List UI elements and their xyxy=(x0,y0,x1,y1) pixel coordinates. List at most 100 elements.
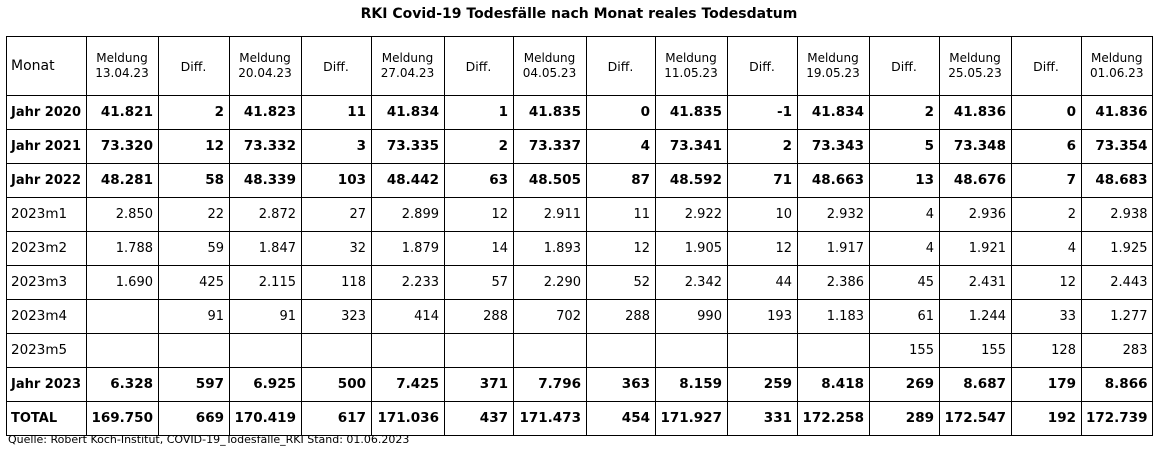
meldung-cell: 41.834 xyxy=(796,95,870,130)
meldung-cell: 41.836 xyxy=(1080,95,1154,130)
column-header-diff: Diff. xyxy=(726,36,798,96)
meldung-cell: 48.663 xyxy=(796,163,870,198)
table-row: Jahr 2023 6.328 597 6.925 500 7.425 371 7.796 36… xyxy=(6,367,1154,402)
meldung-date: 13.04.23 xyxy=(95,66,149,80)
meldung-cell xyxy=(228,333,302,368)
diff-cell: 57 xyxy=(443,265,514,300)
column-header-meldung: Meldung 27.04.23 xyxy=(370,36,445,96)
meldung-date: 19.05.23 xyxy=(806,66,860,80)
diff-cell: 2 xyxy=(868,95,940,130)
meldung-label: Meldung xyxy=(1090,51,1143,65)
row-label: 2023m2 xyxy=(6,231,87,266)
meldung-cell: 172.258 xyxy=(796,401,870,436)
meldung-cell: 171.927 xyxy=(654,401,728,436)
meldung-cell: 7.425 xyxy=(370,367,445,402)
diff-cell: 6 xyxy=(1010,129,1082,164)
column-header-diff: Diff. xyxy=(300,36,372,96)
meldung-cell: 172.547 xyxy=(938,401,1012,436)
diff-cell: 118 xyxy=(300,265,372,300)
diff-cell: 10 xyxy=(726,197,798,232)
meldung-cell: 2.922 xyxy=(654,197,728,232)
diff-cell: 12 xyxy=(1010,265,1082,300)
meldung-cell: 91 xyxy=(228,299,302,334)
meldung-cell: 1.879 xyxy=(370,231,445,266)
meldung-cell: 6.328 xyxy=(85,367,159,402)
meldung-cell: 73.348 xyxy=(938,129,1012,164)
meldung-cell: 2.115 xyxy=(228,265,302,300)
diff-cell: 11 xyxy=(300,95,372,130)
diff-cell: 27 xyxy=(300,197,372,232)
row-label: Jahr 2021 xyxy=(6,129,87,164)
meldung-cell xyxy=(512,333,587,368)
diff-cell: 87 xyxy=(585,163,656,198)
diff-cell: 3 xyxy=(300,129,372,164)
diff-cell: 371 xyxy=(443,367,514,402)
meldung-cell: 48.505 xyxy=(512,163,587,198)
meldung-date: 27.04.23 xyxy=(380,66,435,80)
meldung-cell: 41.835 xyxy=(512,95,587,130)
meldung-cell: 414 xyxy=(370,299,445,334)
diff-cell: 288 xyxy=(443,299,514,334)
meldung-cell: 48.676 xyxy=(938,163,1012,198)
meldung-cell: 171.036 xyxy=(370,401,445,436)
table-row: 2023m2 1.788 59 1.847 32 1.879 14 1.893 12 1.905 1… xyxy=(6,231,1154,266)
meldung-cell xyxy=(85,333,159,368)
meldung-date: 25.05.23 xyxy=(948,66,1002,80)
meldung-cell: 1.921 xyxy=(938,231,1012,266)
meldung-cell: 2.290 xyxy=(512,265,587,300)
meldung-cell: 169.750 xyxy=(85,401,159,436)
diff-cell: 323 xyxy=(300,299,372,334)
meldung-cell: 172.739 xyxy=(1080,401,1154,436)
meldung-cell: 283 xyxy=(1080,333,1154,368)
diff-cell: 58 xyxy=(157,163,230,198)
meldung-label: Meldung xyxy=(949,51,1001,65)
diff-cell: -1 xyxy=(726,95,798,130)
diff-cell: 179 xyxy=(1010,367,1082,402)
diff-cell: 33 xyxy=(1010,299,1082,334)
row-label: Jahr 2020 xyxy=(6,95,87,130)
row-label: Jahr 2023 xyxy=(6,367,87,402)
meldung-cell: 41.834 xyxy=(370,95,445,130)
column-header-diff: Diff. xyxy=(868,36,940,96)
column-header-diff: Diff. xyxy=(585,36,656,96)
row-label: 2023m1 xyxy=(6,197,87,232)
meldung-cell: 1.905 xyxy=(654,231,728,266)
meldung-cell: 7.796 xyxy=(512,367,587,402)
diff-cell: 13 xyxy=(868,163,940,198)
meldung-cell: 2.342 xyxy=(654,265,728,300)
column-header-meldung: Meldung 04.05.23 xyxy=(512,36,587,96)
meldung-cell: 170.419 xyxy=(228,401,302,436)
diff-cell: 2 xyxy=(443,129,514,164)
meldung-cell xyxy=(654,333,728,368)
diff-cell xyxy=(300,333,372,368)
diff-cell: 12 xyxy=(585,231,656,266)
meldung-cell xyxy=(796,333,870,368)
diff-cell: 155 xyxy=(868,333,940,368)
meldung-cell xyxy=(85,299,159,334)
table-row: 2023m5 155 155 128 283 xyxy=(6,333,1154,368)
diff-cell: 2 xyxy=(157,95,230,130)
meldung-cell xyxy=(370,333,445,368)
row-label: 2023m5 xyxy=(6,333,87,368)
diff-cell: 71 xyxy=(726,163,798,198)
diff-cell: 1 xyxy=(443,95,514,130)
meldung-date: 11.05.23 xyxy=(664,66,718,80)
meldung-cell: 48.592 xyxy=(654,163,728,198)
diff-cell: 597 xyxy=(157,367,230,402)
meldung-cell: 2.899 xyxy=(370,197,445,232)
meldung-cell: 8.159 xyxy=(654,367,728,402)
diff-cell: 259 xyxy=(726,367,798,402)
table-row: 2023m1 2.850 22 2.872 27 2.899 12 2.911 11 2.922 1… xyxy=(6,197,1154,232)
row-label: Jahr 2022 xyxy=(6,163,87,198)
meldung-date: 01.06.23 xyxy=(1090,66,1144,80)
meldung-cell: 2.850 xyxy=(85,197,159,232)
diff-cell: 14 xyxy=(443,231,514,266)
column-header-meldung: Meldung 25.05.23 xyxy=(938,36,1012,96)
meldung-cell: 1.893 xyxy=(512,231,587,266)
meldung-cell: 702 xyxy=(512,299,587,334)
meldung-label: Meldung xyxy=(807,51,859,65)
meldung-label: Meldung xyxy=(381,51,434,65)
diff-cell: 4 xyxy=(1010,231,1082,266)
diff-cell: 45 xyxy=(868,265,940,300)
meldung-cell: 41.823 xyxy=(228,95,302,130)
